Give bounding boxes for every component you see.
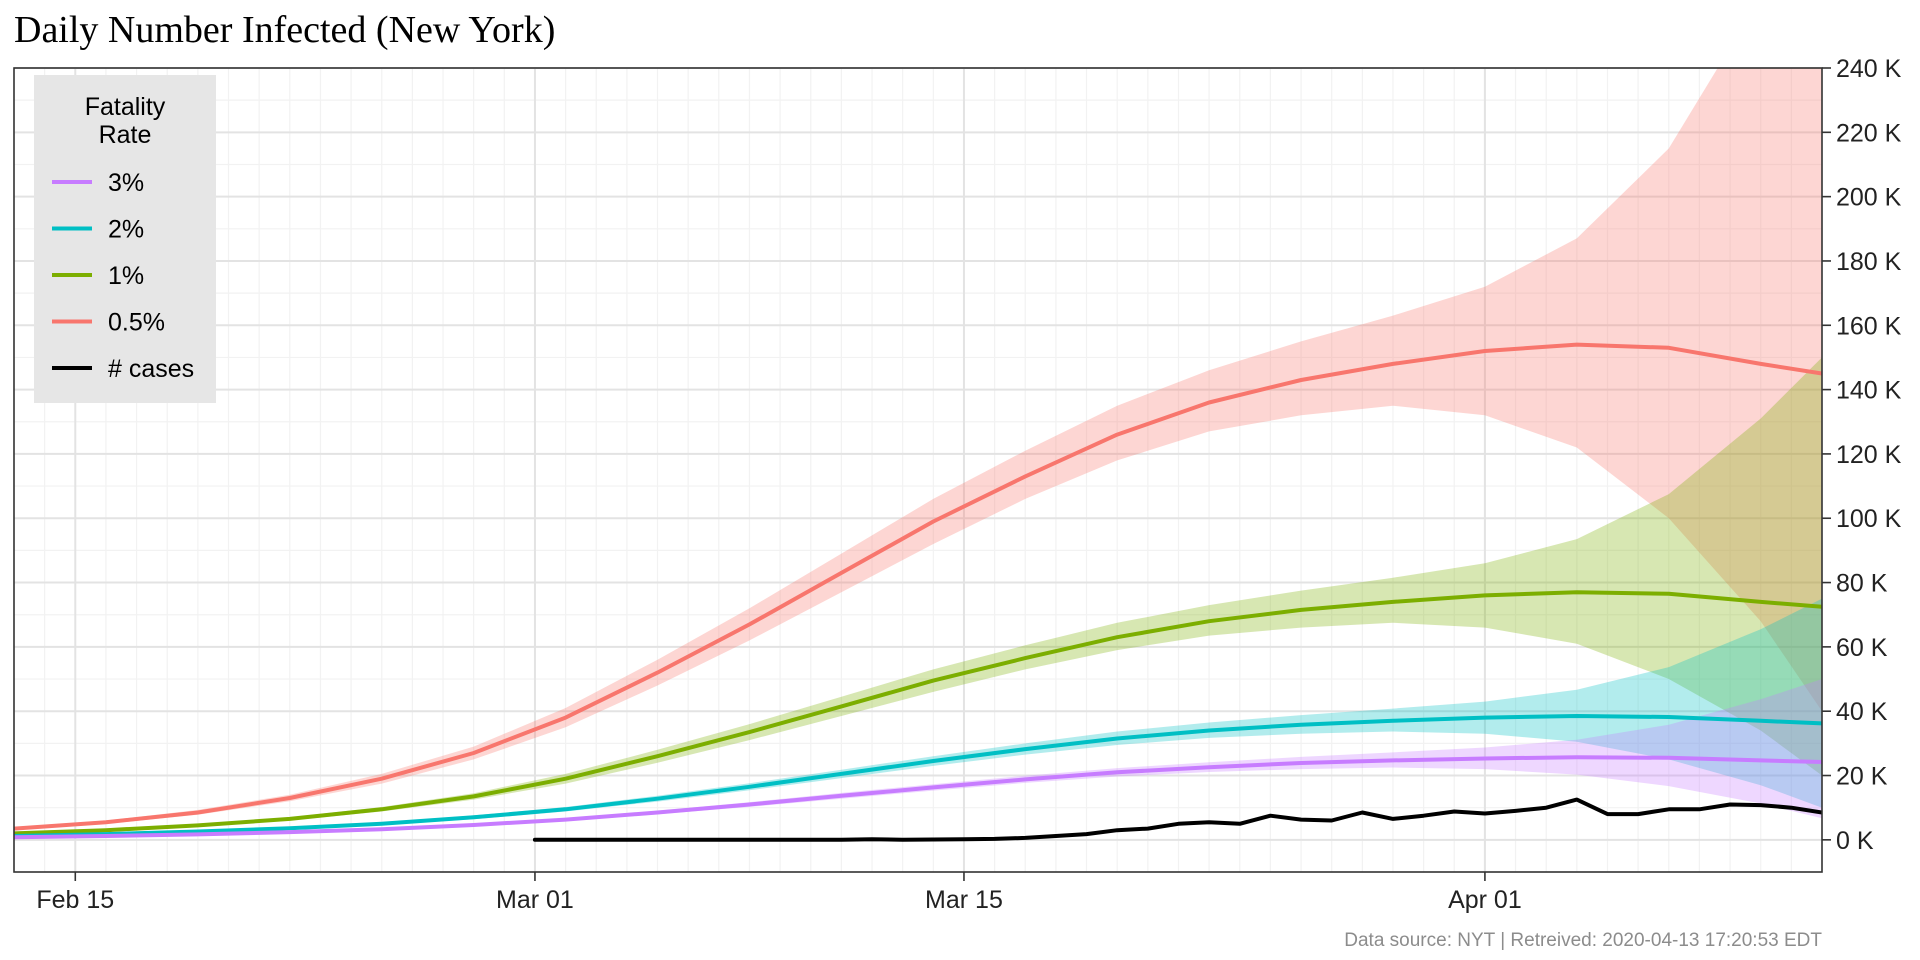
- x-tick-label: Feb 15: [36, 886, 114, 914]
- legend-label: 2%: [108, 216, 144, 244]
- series-line-1-: [14, 590, 1822, 836]
- x-tick-label: Mar 15: [925, 886, 1003, 914]
- plot-panel: [14, 68, 1822, 872]
- chart-title: Daily Number Infected (New York): [14, 9, 555, 51]
- y-tick-label: 80 K: [1836, 570, 1888, 598]
- y-tick-label: 100 K: [1836, 505, 1902, 533]
- y-tick-label: 180 K: [1836, 248, 1902, 276]
- x-axis: Feb 15 Mar 01 Mar 15 Apr 01: [36, 872, 1522, 914]
- legend-label: 0.5%: [108, 309, 165, 337]
- plot-border: [13, 67, 1823, 873]
- legend-title: Fatality: [85, 93, 166, 121]
- legend-label: # cases: [108, 355, 194, 383]
- y-tick-label: 120 K: [1836, 441, 1902, 469]
- series-line--cases: [532, 797, 1822, 842]
- y-tick-label: 140 K: [1836, 377, 1902, 405]
- series-lines: [14, 342, 1822, 842]
- y-tick-label: 0 K: [1836, 827, 1874, 855]
- x-tick-label: Apr 01: [1448, 886, 1522, 914]
- legend-box: [34, 75, 216, 403]
- y-tick-label: 220 K: [1836, 119, 1902, 147]
- series-line-0-5-: [14, 342, 1822, 831]
- y-tick-label: 160 K: [1836, 312, 1902, 340]
- series-line-3-: [14, 755, 1822, 840]
- legend-label: 1%: [108, 262, 144, 290]
- y-axis: 0 K 20 K 40 K 60 K 80 K 100 K 120 K 140 K 160 K 1…: [1822, 55, 1902, 855]
- y-tick-label: 20 K: [1836, 763, 1888, 791]
- series-line-2-: [14, 714, 1822, 838]
- legend-title: Rate: [99, 121, 152, 149]
- y-tick-label: 60 K: [1836, 634, 1888, 662]
- y-tick-label: 240 K: [1836, 55, 1902, 83]
- x-tick-label: Mar 01: [496, 886, 574, 914]
- y-tick-label: 200 K: [1836, 184, 1902, 212]
- y-tick-label: 40 K: [1836, 698, 1888, 726]
- minor-grid: [13, 68, 1823, 873]
- caption: Data source: NYT | Retreived: 2020-04-13…: [1344, 930, 1822, 951]
- legend-label: 3%: [108, 169, 144, 197]
